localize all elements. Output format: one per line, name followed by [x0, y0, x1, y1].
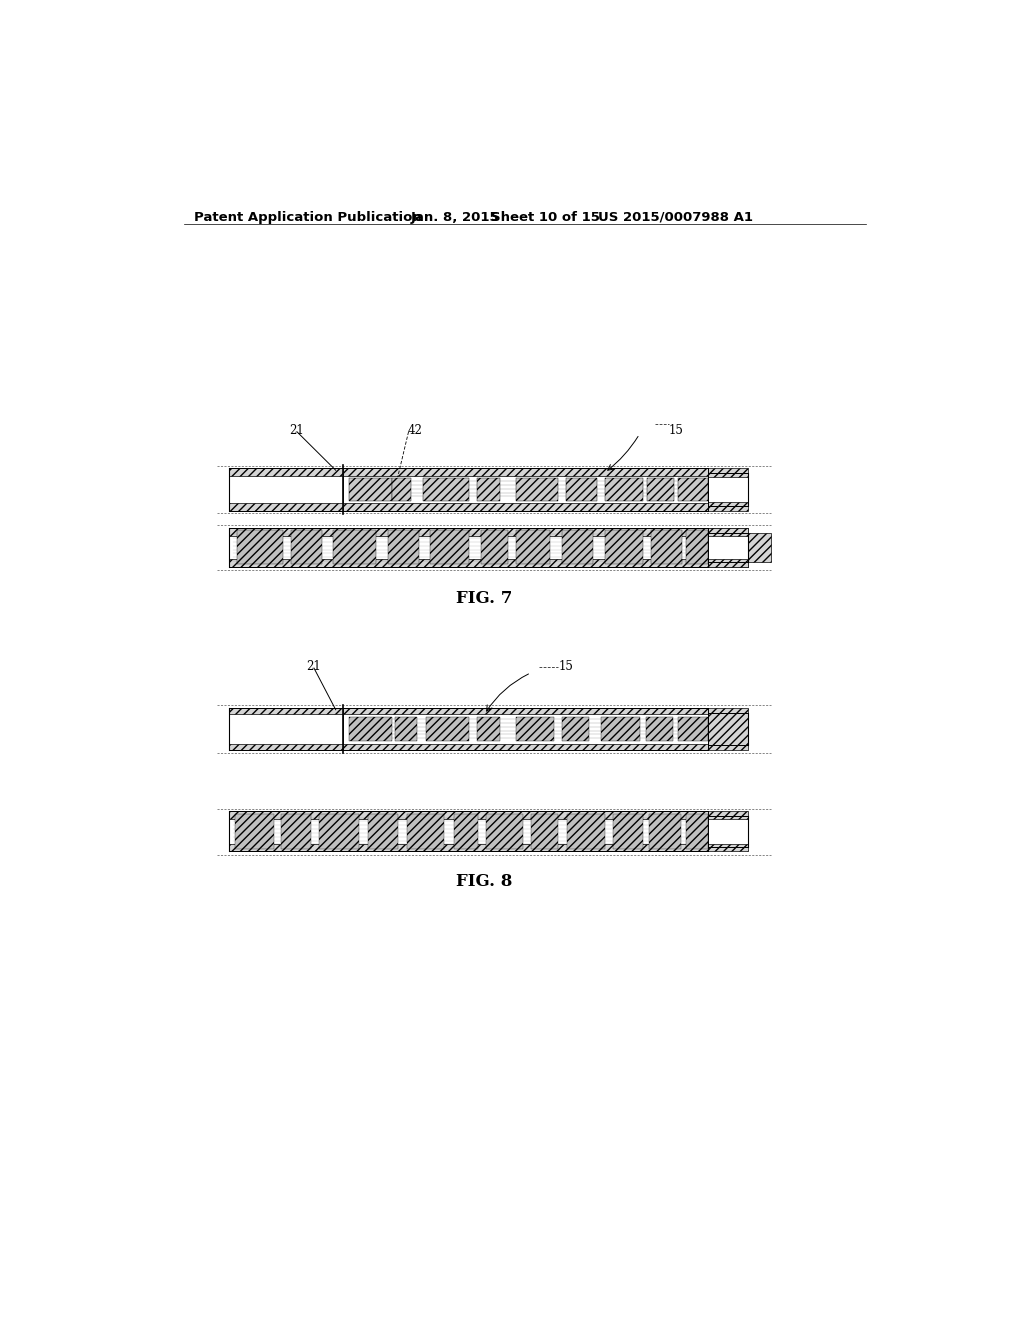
- Bar: [391, 478, 411, 502]
- Bar: [318, 813, 359, 849]
- Bar: [343, 469, 748, 511]
- Bar: [282, 813, 311, 849]
- Bar: [228, 536, 748, 558]
- Bar: [343, 475, 708, 503]
- Bar: [291, 531, 322, 564]
- Text: Sheet 10 of 15: Sheet 10 of 15: [490, 211, 600, 224]
- Bar: [388, 531, 419, 564]
- Bar: [234, 813, 273, 849]
- Text: 15: 15: [558, 660, 573, 673]
- Bar: [228, 812, 748, 851]
- Bar: [566, 478, 597, 502]
- Bar: [237, 531, 283, 564]
- Bar: [649, 813, 681, 849]
- Bar: [566, 813, 605, 849]
- Bar: [562, 717, 589, 742]
- Bar: [430, 531, 469, 564]
- Text: FIG. 7: FIG. 7: [457, 590, 513, 607]
- Text: US 2015/0007988 A1: US 2015/0007988 A1: [598, 211, 754, 224]
- Bar: [708, 816, 748, 847]
- Bar: [228, 475, 343, 503]
- Bar: [686, 813, 708, 849]
- Bar: [515, 478, 558, 502]
- Bar: [708, 473, 748, 507]
- Bar: [228, 708, 343, 750]
- Bar: [395, 717, 417, 742]
- Bar: [604, 478, 643, 502]
- Bar: [708, 713, 748, 744]
- Bar: [454, 813, 478, 849]
- Bar: [343, 708, 748, 750]
- Bar: [601, 717, 640, 742]
- Bar: [480, 531, 508, 564]
- Bar: [531, 813, 558, 849]
- Text: 21: 21: [290, 424, 304, 437]
- Bar: [486, 813, 523, 849]
- Bar: [515, 717, 554, 742]
- Text: 21: 21: [306, 660, 322, 673]
- Bar: [228, 818, 748, 843]
- Bar: [369, 813, 397, 849]
- Text: Jan. 8, 2015: Jan. 8, 2015: [411, 211, 500, 224]
- Bar: [477, 478, 500, 502]
- Bar: [423, 478, 469, 502]
- Text: Patent Application Publication: Patent Application Publication: [194, 211, 422, 224]
- Bar: [407, 813, 444, 849]
- Bar: [334, 531, 376, 564]
- Bar: [748, 533, 771, 562]
- Bar: [604, 531, 643, 564]
- Bar: [678, 717, 708, 742]
- Bar: [708, 478, 748, 502]
- Bar: [349, 717, 391, 742]
- Text: 15: 15: [669, 424, 684, 437]
- Bar: [686, 531, 708, 564]
- Bar: [228, 528, 748, 566]
- Bar: [477, 717, 500, 742]
- Bar: [613, 813, 643, 849]
- Bar: [515, 531, 550, 564]
- Text: 42: 42: [408, 424, 422, 437]
- Bar: [228, 469, 343, 511]
- Bar: [343, 714, 708, 743]
- Bar: [651, 531, 682, 564]
- Bar: [708, 528, 748, 566]
- Bar: [426, 717, 469, 742]
- Bar: [678, 478, 708, 502]
- Text: FIG. 8: FIG. 8: [457, 873, 513, 890]
- Bar: [349, 478, 391, 502]
- Bar: [562, 531, 593, 564]
- Bar: [646, 717, 673, 742]
- Bar: [228, 714, 343, 743]
- Bar: [647, 478, 675, 502]
